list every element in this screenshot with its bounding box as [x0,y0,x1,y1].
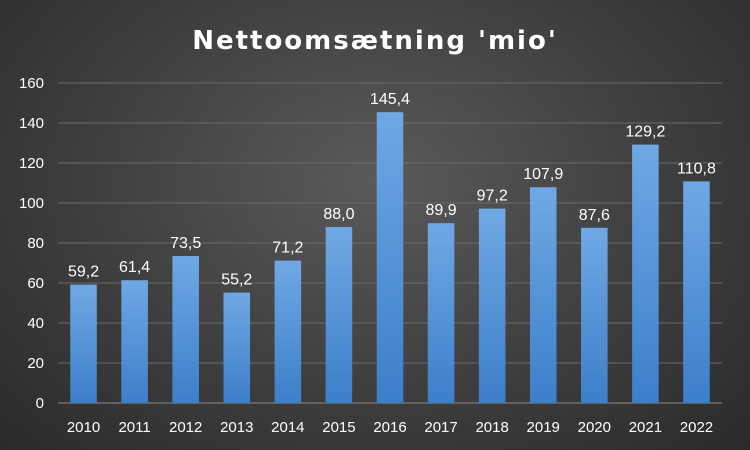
data-label-2012: 73,5 [170,235,201,252]
x-tick-label-2010: 2010 [67,419,100,436]
y-tick-label: 100 [19,195,44,212]
y-tick-label: 40 [27,315,44,332]
data-label-2018: 97,2 [477,188,508,205]
x-tick-label-2020: 2020 [578,419,611,436]
x-tick-label-2011: 2011 [118,419,150,436]
bar-2013 [223,292,251,403]
y-tick-label: 0 [36,395,44,412]
data-label-2016: 145,4 [370,91,410,108]
y-tick-label: 80 [27,235,44,252]
x-tick-label-2012: 2012 [169,419,202,436]
data-label-2019: 107,9 [523,166,563,183]
bar-2011 [121,280,148,403]
data-label-2021: 129,2 [625,124,665,141]
bars [70,112,710,403]
y-tick-label: 160 [19,75,44,92]
bar-2019 [529,187,557,403]
x-tick-label-2019: 2019 [527,419,560,436]
bar-2016 [376,112,404,403]
x-tick-label-2016: 2016 [373,419,406,436]
y-tick-label: 60 [27,275,44,292]
bar-2021 [632,144,659,403]
x-tick-label-2017: 2017 [424,419,457,436]
chart-title: Nettoomsætning 'mio' [192,26,558,56]
bar-2017 [427,223,455,403]
bar-2012 [172,256,199,403]
data-label-2011: 61,4 [119,259,150,276]
data-label-2017: 89,9 [426,202,457,219]
y-tick-label: 120 [19,155,44,172]
data-label-2022: 110,8 [677,160,716,177]
data-label-2020: 87,6 [579,207,610,224]
y-axis-ticks: 0 20 40 60 80 100 120 140 160 [19,75,44,412]
y-tick-label: 140 [19,115,44,132]
x-tick-label-2013: 2013 [220,419,253,436]
x-tick-label-2015: 2015 [322,419,355,436]
x-tick-label-2014: 2014 [271,419,304,436]
x-axis-ticks: 2010 2011 2012 2013 2014 2015 2016 2017 2018 2019… [67,419,713,436]
data-label-2015: 88,0 [323,206,354,223]
data-label-2010: 59,2 [68,264,99,281]
bar-2015 [325,227,353,403]
bar-2020 [581,227,608,403]
bar-2010 [70,284,97,403]
data-labels: 59,2 61,4 73,5 55,2 71,2 88,0 145,4 89,9 97,2 107… [68,91,716,288]
x-tick-label-2021: 2021 [629,419,662,436]
bar-2018 [478,208,506,403]
bar-2014 [274,260,302,403]
data-label-2014: 71,2 [272,240,303,257]
data-label-2013: 55,2 [221,272,252,289]
bar-2022 [683,181,710,403]
x-tick-label-2022: 2022 [680,419,713,436]
x-tick-label-2018: 2018 [475,419,508,436]
y-tick-label: 20 [27,355,44,372]
